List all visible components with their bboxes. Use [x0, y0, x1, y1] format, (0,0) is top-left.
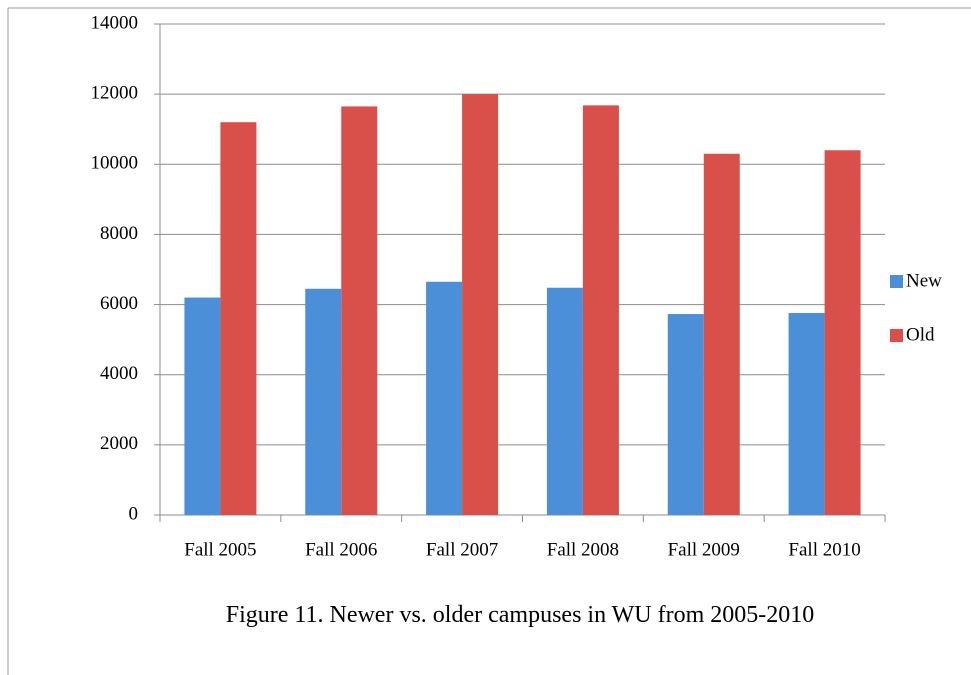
y-tick-label: 10000 [91, 153, 139, 174]
bar [546, 287, 583, 515]
bar [220, 122, 257, 515]
y-tick-label: 2000 [100, 433, 138, 454]
bar [667, 314, 704, 515]
legend-swatch [890, 275, 903, 288]
bar [824, 150, 861, 515]
y-tick-label: 0 [129, 503, 139, 524]
legend-label: Old [906, 324, 935, 345]
chart-title: Figure 11. Newer vs. older campuses in W… [225, 602, 815, 628]
legend-swatch [890, 329, 903, 342]
bar [703, 153, 740, 515]
y-tick-label: 8000 [100, 223, 138, 244]
legend-label: New [906, 270, 942, 291]
x-tick-label: Fall 2007 [426, 539, 498, 560]
x-tick-label: Fall 2005 [184, 539, 256, 560]
y-tick-label: 14000 [91, 12, 139, 33]
bar [462, 94, 499, 516]
bar [788, 312, 825, 515]
bar [341, 106, 378, 516]
bar [426, 281, 463, 515]
y-tick-label: 12000 [91, 83, 139, 104]
y-tick-label: 4000 [100, 363, 138, 384]
bar [582, 105, 619, 515]
x-tick-label: Fall 2008 [547, 539, 619, 560]
x-tick-label: Fall 2010 [788, 539, 860, 560]
y-tick-label: 6000 [100, 293, 138, 314]
x-tick-label: Fall 2009 [668, 539, 740, 560]
bar [305, 288, 342, 515]
x-tick-label: Fall 2006 [305, 539, 377, 560]
bar [184, 297, 221, 515]
